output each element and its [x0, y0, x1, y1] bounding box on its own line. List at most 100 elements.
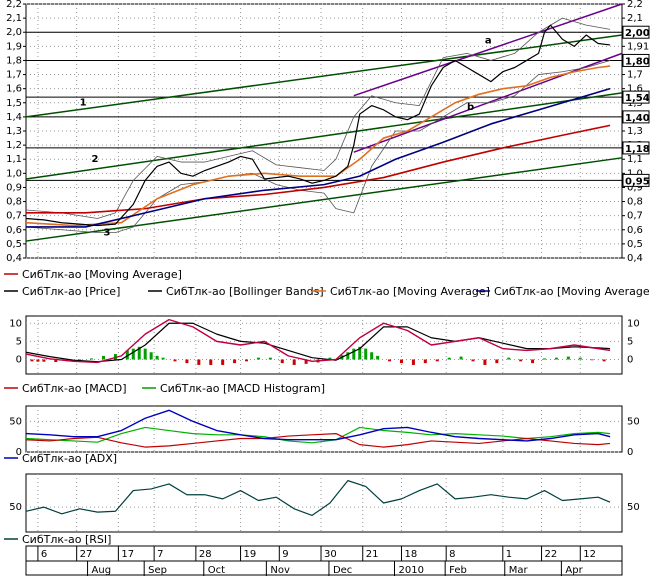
x-day-label: 27 — [80, 549, 93, 560]
adx-right-tick-label: 0 — [627, 447, 633, 458]
trend-line-1 — [25, 92, 623, 180]
level-label-box-1 — [622, 53, 650, 67]
macd-histogram-bar — [507, 357, 511, 360]
price-row2-legend-label: СибТлк-ао [Moving Average — [494, 285, 650, 298]
di-plus-line — [25, 426, 611, 444]
macd-histogram-bar — [376, 355, 380, 360]
price-right-tick-label: 1,7 — [627, 70, 643, 81]
price-left-tick-label: 0,9 — [6, 182, 22, 193]
macd-histogram-bar — [388, 359, 392, 362]
moving-average-red-line — [26, 124, 611, 214]
macd-legend-label: СибТлк-ао [MACD Histogram] — [160, 382, 325, 395]
macd-histogram-bar — [30, 359, 34, 362]
macd-histogram-bar — [292, 359, 296, 365]
level-label: 0,95 — [625, 176, 650, 187]
x-day-label: 19 — [244, 549, 257, 560]
macd-left-tick-label: 0 — [16, 355, 22, 366]
adx-legend-label: СибТлк-ао [ADX] — [22, 452, 117, 465]
macd-histogram-bar — [459, 356, 463, 360]
macd-histogram-bar — [185, 359, 189, 364]
macd-histogram-bar — [346, 352, 350, 360]
price-left-tick-label: 0,8 — [6, 197, 22, 208]
moving-average-navy-line — [26, 87, 611, 228]
x-month-label: Sep — [148, 565, 167, 576]
x-month-label: Dec — [333, 565, 352, 576]
macd-histogram-bar — [42, 359, 46, 362]
price-row2-legend-label: СибТлк-ао [Bollinger Bands] — [166, 285, 324, 298]
price-left-tick-label: 0,7 — [6, 211, 22, 222]
rsi-panel-frame — [25, 473, 623, 533]
series-layer — [25, 3, 623, 517]
rsi-legend-label: СибТлк-ао [RSI] — [22, 533, 111, 546]
macd-histogram-bar — [268, 357, 272, 360]
macd-histogram-bar — [447, 357, 451, 360]
price-right-tick-label: 0,7 — [627, 211, 643, 222]
price-right-tick-label: 2,2 — [627, 0, 643, 10]
price-left-tick-label: 1,9 — [6, 41, 22, 52]
macd-histogram-bar — [137, 346, 141, 360]
macd-histogram-bar — [495, 359, 499, 364]
price-right-tick-label: 0,4 — [627, 253, 643, 264]
x-day-label: 22 — [545, 549, 558, 560]
x-month-label: Oct — [208, 565, 225, 576]
macd-histogram-bar — [197, 359, 201, 365]
level-label: 1,80 — [625, 56, 650, 67]
adx-panel-frame — [25, 405, 623, 453]
level-label-box-3 — [622, 110, 650, 124]
price-left-tick-label: 1,4 — [6, 112, 22, 123]
trend-line-0 — [25, 34, 623, 118]
price-left-tick-label: 1,1 — [6, 154, 22, 165]
macd-left-tick-label: 10 — [9, 318, 22, 329]
price-right-tick-label: 0,6 — [627, 225, 643, 236]
price-left-tick-label: 0,6 — [6, 225, 22, 236]
macd-histogram-bar — [364, 348, 368, 360]
rsi-right-tick-label: 50 — [627, 502, 640, 513]
x-month-label: Mar — [509, 565, 529, 576]
macd-histogram-bar — [358, 346, 362, 360]
legends: СибТлк-ао [Moving Average] СибТлк-ао [Pri… — [4, 268, 650, 546]
macd-histogram-bar — [554, 357, 558, 360]
bollinger-upper-line — [25, 17, 611, 219]
x-day-label: 28 — [199, 549, 212, 560]
macd-left-tick-label: 5 — [16, 336, 22, 347]
x-day-label: 1 — [506, 549, 512, 560]
macd-histogram-bar — [131, 348, 135, 360]
price-left-tick-label: 1,5 — [6, 98, 22, 109]
price-right-tick-label: 1,3 — [627, 126, 643, 137]
price-left-tick-label: 1,7 — [6, 70, 22, 81]
price-right-tick-label: 0,8 — [627, 197, 643, 208]
price-row2-legend-label: СибТлк-ао [Moving Average] — [330, 285, 490, 298]
level-label-box-2 — [622, 90, 650, 104]
level-label: 2,00 — [625, 28, 650, 39]
macd-histogram-bar — [578, 357, 582, 360]
bollinger-lower-line — [25, 60, 611, 234]
macd-histogram-bar — [155, 355, 159, 360]
macd-histogram-bar — [221, 359, 225, 365]
macd-histogram-bar — [173, 359, 177, 362]
x-day-label: 12 — [583, 549, 596, 560]
adx-left-tick-label: 0 — [16, 447, 22, 458]
macd-histogram-bar — [149, 352, 153, 360]
macd-legend-label: СибТлк-ао [MACD] — [22, 382, 127, 395]
price-left-tick-label: 1,6 — [6, 84, 22, 95]
price-left-tick-label: 0,5 — [6, 239, 22, 250]
macd-right-tick-label: 5 — [627, 336, 633, 347]
macd-histogram-bar — [304, 359, 308, 364]
price-row1-legend-label: СибТлк-ао [Moving Average] — [22, 268, 182, 281]
price-left-tick-label: 1,2 — [6, 140, 22, 151]
macd-histogram-bar — [471, 359, 475, 362]
trend-line-2 — [25, 157, 623, 242]
x-day-label: 30 — [324, 549, 337, 560]
macd-right-tick-label: 0 — [627, 355, 633, 366]
macd-histogram-bar — [256, 357, 260, 360]
x-day-label: 6 — [41, 549, 47, 560]
macd-histogram-bar — [519, 359, 523, 362]
price-left-tick-label: 0,4 — [6, 253, 22, 264]
macd-histogram-bar — [328, 357, 332, 360]
price-left-tick-label: 2,1 — [6, 13, 22, 24]
macd-histogram-bar — [54, 359, 58, 363]
macd-histogram-bar — [590, 359, 594, 361]
macd-histogram-bar — [161, 357, 165, 360]
price-right-tick-label: 1,6 — [627, 84, 643, 95]
